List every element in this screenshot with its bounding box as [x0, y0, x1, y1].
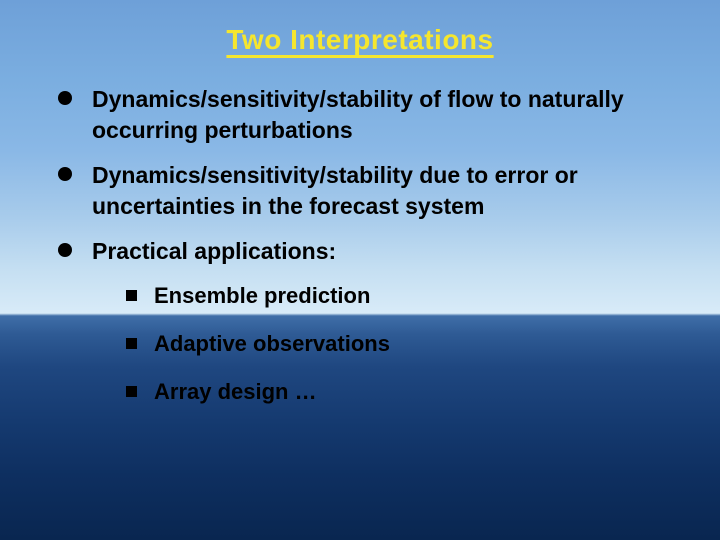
sub-bullet-item: Array design … — [126, 377, 680, 407]
sub-bullet-text: Adaptive observations — [154, 331, 390, 356]
bullet-text: Dynamics/sensitivity/stability due to er… — [92, 162, 578, 219]
sub-bullet-list: Ensemble prediction Adaptive observation… — [126, 281, 680, 406]
slide-title: Two Interpretations — [40, 24, 680, 56]
bullet-item: Dynamics/sensitivity/stability due to er… — [58, 160, 680, 222]
bullet-text: Practical applications: — [92, 238, 336, 264]
sub-bullet-item: Ensemble prediction — [126, 281, 680, 311]
bullet-list: Dynamics/sensitivity/stability of flow t… — [58, 84, 680, 406]
slide: Two Interpretations Dynamics/sensitivity… — [0, 0, 720, 540]
bullet-item: Practical applications: Ensemble predict… — [58, 236, 680, 406]
bullet-item: Dynamics/sensitivity/stability of flow t… — [58, 84, 680, 146]
bullet-text: Dynamics/sensitivity/stability of flow t… — [92, 86, 624, 143]
sub-bullet-text: Ensemble prediction — [154, 283, 370, 308]
sub-bullet-text: Array design … — [154, 379, 317, 404]
sub-bullet-item: Adaptive observations — [126, 329, 680, 359]
